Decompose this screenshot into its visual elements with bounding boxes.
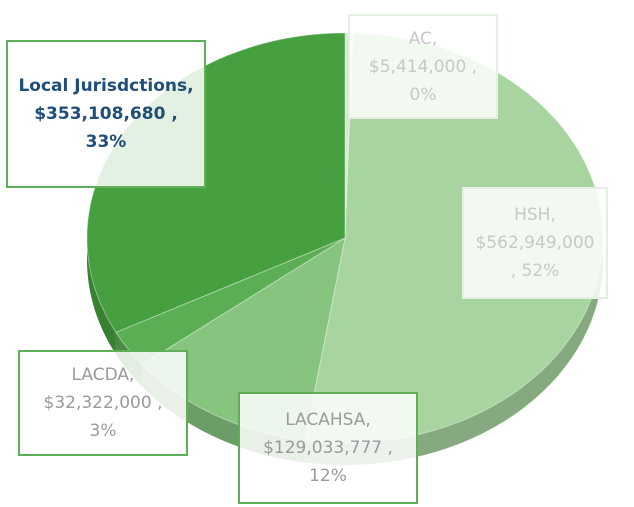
data-label: Local Jurisdctions, $353,108,680 , 33% (6, 40, 206, 188)
data-label: HSH, $562,949,000 , 52% (462, 187, 608, 299)
data-label: AC, $5,414,000 , 0% (348, 14, 498, 119)
data-label: LACAHSA, $129,033,777 , 12% (238, 392, 418, 504)
data-label: LACDA, $32,322,000 , 3% (18, 350, 188, 456)
